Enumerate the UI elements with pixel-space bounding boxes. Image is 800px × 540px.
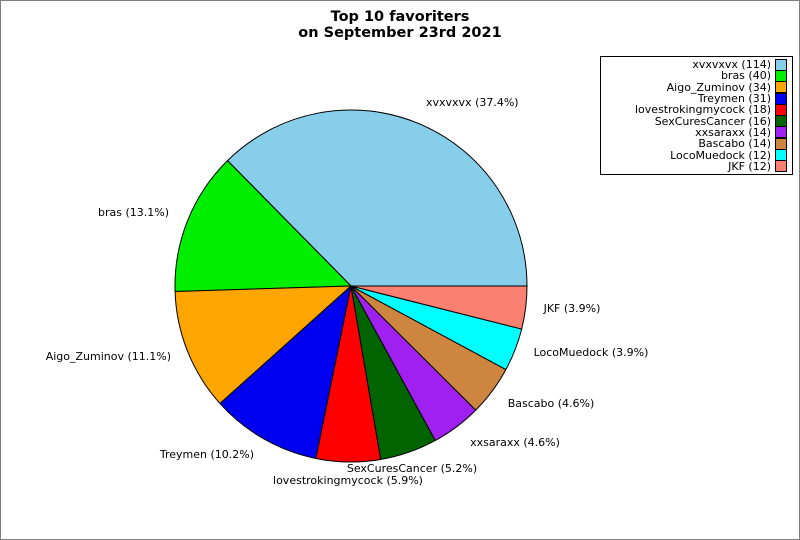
chart-title: Top 10 favoriters on September 23rd 2021 [1,9,799,41]
legend-swatch-Treymen [775,92,787,105]
legend-swatch-xxsaraxx [775,126,787,139]
legend-label-xxsaraxx: xxsaraxx (14) [695,125,771,139]
legend-label-lovestrokingmycock: lovestrokingmycock (18) [635,103,771,117]
slice-label-xxsaraxx: xxsaraxx (4.6%) [470,436,560,449]
legend-swatch-bras [775,69,787,82]
legend-label-Aigo_Zuminov: Aigo_Zuminov (34) [666,80,771,94]
legend-row-JKF: JKF (12) [601,159,792,173]
slice-label-SexCuresCancer: SexCuresCancer (5.2%) [346,462,478,475]
slice-label-LocoMuedock: LocoMuedock (3.9%) [533,346,649,359]
legend-label-Bascabo: Bascabo (14) [698,137,771,151]
pie-slice-xvxvxvx [227,109,528,287]
legend-swatch-JKF [775,160,787,173]
chart-title-line1: Top 10 favoriters [330,9,470,25]
slice-label-bras: bras (13.1%) [97,206,169,219]
legend-row-LocoMuedock: LocoMuedock (12) [601,148,792,162]
slice-label-Treymen: Treymen (10.2%) [159,448,254,461]
legend-label-LocoMuedock: LocoMuedock (12) [670,148,771,162]
legend-label-xvxvxvx: xvxvxvx (114) [692,58,771,72]
legend-label-Treymen: Treymen (31) [697,92,771,106]
slice-label-JKF: JKF (3.9%) [543,302,601,315]
slice-label-Bascabo: Bascabo (4.6%) [507,397,595,410]
legend-row-bras: bras (40) [601,69,792,83]
pie-slice-Aigo_Zuminov [174,285,352,405]
legend-row-Bascabo: Bascabo (14) [601,137,792,151]
legend-rows: xvxvxvx (114) bras (40) Aigo_Zuminov (34) T… [601,58,792,173]
legend-swatch-lovestrokingmycock [775,103,787,116]
legend-swatch-xvxvxvx [775,58,787,71]
pie-slice-Treymen [219,285,352,459]
legend-swatch-LocoMuedock [775,149,787,162]
legend-label-bras: bras (40) [720,69,771,83]
legend-row-lovestrokingmycock: lovestrokingmycock (18) [601,103,792,117]
legend-label-JKF: JKF (12) [728,159,771,173]
chart-title-line2: on September 23rd 2021 [298,25,502,41]
slice-label-xvxvxvx: xvxvxvx (37.4%) [426,96,519,109]
legend: xvxvxvx (114) bras (40) Aigo_Zuminov (34) T… [600,56,793,175]
pie-slice-JKF [350,285,528,330]
legend-label-SexCuresCancer: SexCuresCancer (16) [654,114,771,128]
legend-swatch-Aigo_Zuminov [775,81,787,94]
legend-swatch-Bascabo [775,137,787,150]
legend-row-xxsaraxx: xxsaraxx (14) [601,125,792,139]
slice-label-Aigo_Zuminov: Aigo_Zuminov (11.1%) [45,350,171,363]
pie-slice-bras [174,160,352,292]
legend-swatch-SexCuresCancer [775,115,787,128]
slice-label-lovestrokingmycock: lovestrokingmycock (5.9%) [273,474,423,487]
